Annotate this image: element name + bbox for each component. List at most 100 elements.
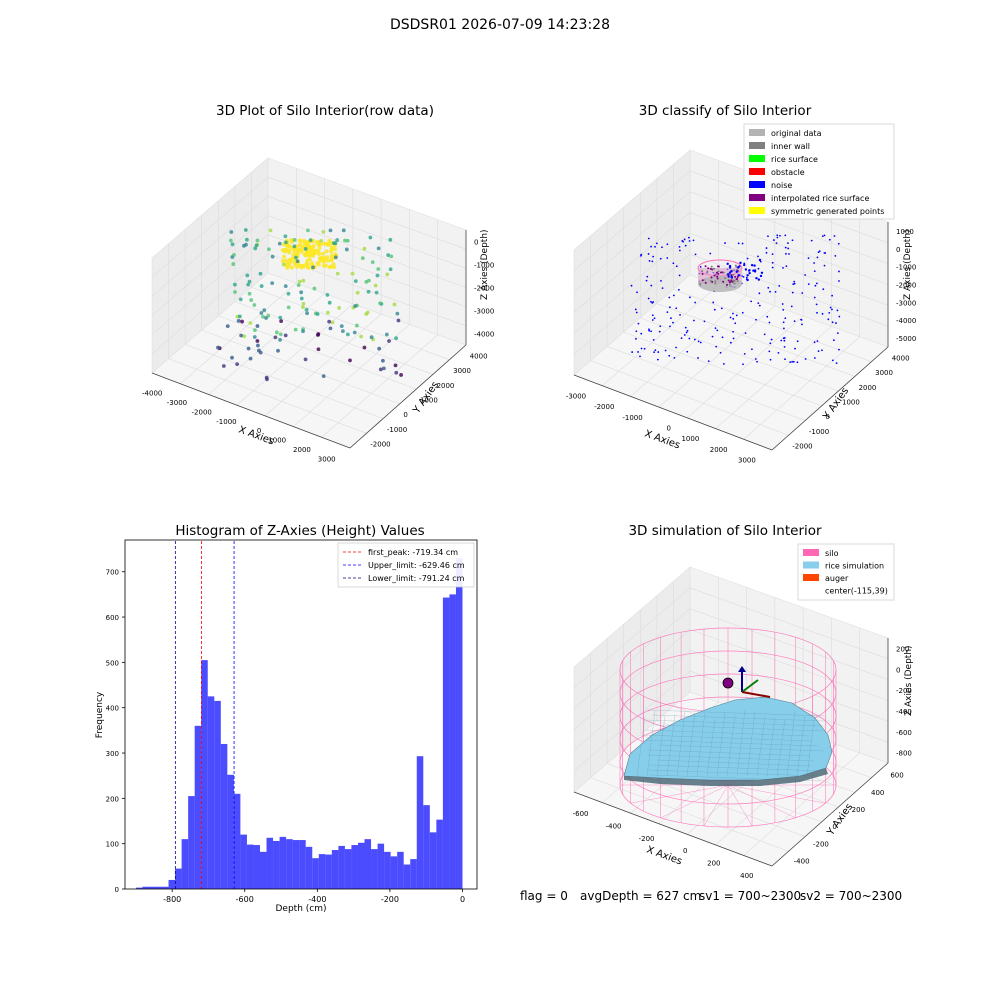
chart2-noise-point bbox=[758, 304, 761, 307]
chart2-noise-point bbox=[838, 315, 841, 318]
chart4-y-tick: 400 bbox=[871, 789, 884, 797]
chart3-bar bbox=[338, 845, 345, 889]
chart2-noise-point bbox=[668, 296, 671, 299]
chart1-point bbox=[228, 238, 233, 243]
chart3-bar bbox=[357, 842, 365, 889]
chart1-point bbox=[308, 238, 313, 243]
chart3-bar bbox=[318, 854, 326, 889]
chart2-ticks: -3000 -2000 -1000 0 1000 2000 3000 -2000 -1000 0 1… bbox=[566, 228, 917, 465]
chart2-noise-point bbox=[788, 253, 790, 255]
chart1-y-tick: -2000 bbox=[370, 441, 390, 449]
chart2-noise-point bbox=[722, 362, 725, 365]
chart3-bar bbox=[266, 837, 274, 889]
chart2-cluster-point bbox=[732, 279, 735, 282]
chart2-noise-point bbox=[784, 234, 787, 237]
chart1-ticks: -4000 -3000 -2000 -1000 0 1000 2000 3000 -2000 -1… bbox=[142, 239, 494, 464]
chart4-rice-mesh-line bbox=[686, 713, 696, 777]
chart2-noise-point bbox=[654, 349, 657, 352]
chart1-point bbox=[301, 305, 305, 309]
chart2-noise-point bbox=[741, 311, 744, 314]
chart2-cluster-point bbox=[719, 271, 722, 274]
chart3-bar bbox=[188, 796, 195, 889]
chart2-grid-line bbox=[715, 326, 832, 429]
chart2-noise-point bbox=[791, 360, 794, 363]
chart1-point bbox=[393, 363, 398, 368]
chart2-grid-line bbox=[573, 212, 691, 313]
chart2-noise-point bbox=[732, 312, 734, 315]
chart1-point bbox=[298, 242, 303, 247]
chart2-legend-label: symmetric generated points bbox=[771, 207, 884, 216]
chart4-grid-line bbox=[573, 650, 691, 751]
chart1-point bbox=[259, 284, 264, 288]
chart2-noise-point bbox=[823, 264, 826, 267]
chart1-point bbox=[279, 319, 284, 323]
chart2-noise-point bbox=[814, 284, 817, 287]
chart2-noise-point bbox=[800, 318, 803, 321]
chart4-grid-line bbox=[689, 608, 889, 680]
chart2-noise-point bbox=[838, 348, 840, 351]
chart1-point bbox=[353, 279, 358, 284]
chart4-rice-mesh-line bbox=[657, 744, 825, 752]
chart1-point bbox=[333, 241, 338, 246]
chart3-bar bbox=[253, 845, 260, 889]
chart2-cluster-point bbox=[709, 267, 712, 270]
chart2-noise-point bbox=[836, 309, 839, 312]
chart3-legend: first_peak: -719.34 cm Upper_limit: -629.… bbox=[337, 542, 475, 588]
chart1-point bbox=[278, 332, 283, 337]
chart2-noise-point bbox=[729, 316, 732, 319]
chart3-bar bbox=[273, 840, 280, 889]
chart3-bar bbox=[449, 594, 456, 889]
chart2-noise-point bbox=[646, 275, 649, 278]
chart4-silo-base-spoke bbox=[727, 784, 796, 819]
chart1-point bbox=[385, 272, 390, 277]
chart1-point bbox=[239, 333, 244, 338]
chart1-z-tick: -4000 bbox=[474, 331, 494, 339]
chart1-point bbox=[255, 324, 260, 328]
chart1-x-tick: -1000 bbox=[216, 418, 236, 426]
chart4-rice-mesh-line bbox=[647, 709, 825, 717]
chart2-noise-point bbox=[659, 257, 662, 260]
chart1-point bbox=[386, 253, 391, 258]
chart2-cluster-point bbox=[710, 265, 713, 268]
chart1-point bbox=[281, 262, 286, 267]
chart2-noise-point bbox=[834, 254, 837, 257]
chart2-x-tick: -1000 bbox=[622, 414, 642, 422]
chart2-legend-label: rice surface bbox=[771, 155, 818, 164]
chart1-point bbox=[319, 255, 324, 260]
chart2-noise-point bbox=[653, 317, 656, 320]
chart2-noise-point bbox=[780, 339, 783, 342]
chart2-grid-line bbox=[590, 360, 789, 436]
chart1-title: 3D Plot of Silo Interior(row data) bbox=[216, 103, 434, 119]
chart2-noise-point bbox=[634, 308, 637, 311]
chart4-rice-mesh-line bbox=[652, 714, 825, 722]
chart1-point bbox=[249, 298, 254, 302]
chart2-noise-point bbox=[688, 296, 691, 299]
chart2-grid-line bbox=[640, 317, 839, 392]
chart4-y-tick: 600 bbox=[890, 772, 903, 780]
chart4-z-tick: -600 bbox=[896, 729, 912, 737]
chart1-z-tick: 0 bbox=[474, 239, 478, 247]
chart2-legend-swatch bbox=[749, 194, 765, 201]
chart2-noise-point bbox=[637, 322, 640, 325]
chart2-noise-point bbox=[784, 317, 787, 320]
chart1-point bbox=[299, 290, 304, 295]
chart4-rice-mesh-line bbox=[654, 724, 823, 732]
chart1-point bbox=[394, 336, 399, 341]
chart2-noise-point bbox=[636, 291, 638, 294]
chart3-bar bbox=[429, 832, 437, 889]
chart1-point bbox=[248, 321, 253, 325]
chart2-noise-point bbox=[745, 276, 748, 279]
chart3-y-tick: 700 bbox=[106, 569, 119, 577]
chart4-rice-mesh-line bbox=[756, 716, 766, 777]
chart4-x-tick: -200 bbox=[639, 835, 655, 843]
chart1-point bbox=[364, 279, 369, 284]
chart4-rice-mesh-line bbox=[776, 719, 786, 777]
chart2-noise-point bbox=[658, 330, 661, 333]
chart1-point bbox=[388, 267, 393, 272]
chart1-point bbox=[230, 242, 235, 247]
chart1-point bbox=[376, 246, 381, 251]
chart2-noise-point bbox=[782, 337, 785, 340]
chart2-x-tick: 0 bbox=[667, 425, 671, 433]
chart4-rice-mesh-line bbox=[657, 759, 812, 767]
chart2-plot: -3000 -2000 -1000 0 1000 2000 3000 -2000 -1000 0 1… bbox=[566, 123, 917, 465]
